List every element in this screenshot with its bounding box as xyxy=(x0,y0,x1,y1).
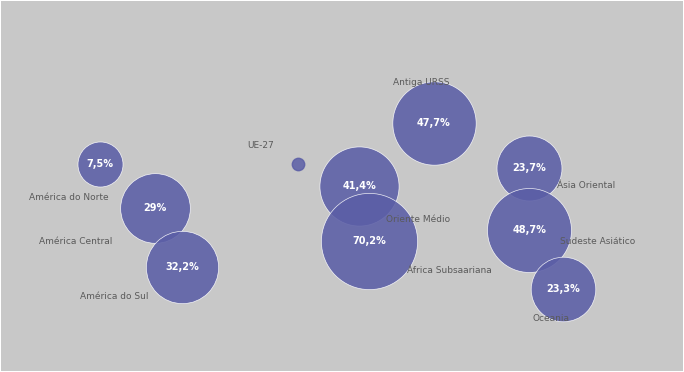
Text: 23,7%: 23,7% xyxy=(512,163,547,173)
Text: Antiga URSS: Antiga URSS xyxy=(393,78,449,87)
Point xyxy=(524,164,535,170)
Point xyxy=(292,161,303,167)
Text: 41,4%: 41,4% xyxy=(342,181,376,191)
Point xyxy=(524,227,535,233)
Text: África Subsaariana: África Subsaariana xyxy=(407,266,492,275)
Point xyxy=(176,264,187,270)
Point xyxy=(354,183,365,189)
Text: Oriente Médio: Oriente Médio xyxy=(386,215,450,224)
Text: América Central: América Central xyxy=(39,237,112,246)
Text: 70,2%: 70,2% xyxy=(352,236,386,246)
Text: 23,3%: 23,3% xyxy=(547,284,580,294)
Text: Ásia Oriental: Ásia Oriental xyxy=(557,182,615,190)
Text: Sudeste Asiático: Sudeste Asiático xyxy=(560,237,635,246)
Text: 48,7%: 48,7% xyxy=(512,225,547,235)
Point xyxy=(149,205,160,211)
Text: UE-27: UE-27 xyxy=(247,141,274,150)
Text: Oceania: Oceania xyxy=(533,314,570,323)
Point xyxy=(364,238,375,244)
Text: América do Sul: América do Sul xyxy=(80,292,148,301)
Point xyxy=(428,120,439,126)
Text: 29%: 29% xyxy=(143,203,166,213)
Text: América do Norte: América do Norte xyxy=(29,193,108,202)
Point xyxy=(558,286,569,292)
Text: 7,5%: 7,5% xyxy=(87,159,114,169)
Point xyxy=(94,161,105,167)
Text: 32,2%: 32,2% xyxy=(165,262,199,272)
Text: 47,7%: 47,7% xyxy=(417,118,451,128)
